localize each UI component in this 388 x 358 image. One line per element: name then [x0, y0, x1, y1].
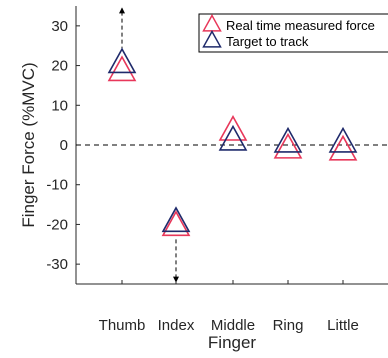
x-tick-label: Middle [211, 317, 255, 334]
legend-box [198, 13, 388, 53]
y-axis-title: Finger Force (%MVC) [19, 62, 38, 227]
marker-target-middle [218, 124, 248, 151]
legend-label: Target to track [226, 34, 309, 49]
marker-target-little [328, 126, 358, 153]
y-tick-label: -30 [46, 256, 68, 273]
y-tick-label: -20 [46, 216, 68, 233]
marker-measured-ring [273, 132, 303, 159]
legend-label: Real time measured force [226, 18, 375, 33]
x-tick-label: Thumb [99, 317, 146, 334]
legend-marker [202, 29, 222, 48]
chart-marks [76, 7, 388, 283]
y-tick-label: 10 [51, 97, 68, 114]
x-axis-title: Finger [208, 333, 257, 352]
marker-measured-thumb [107, 55, 137, 82]
y-tick-label: 20 [51, 58, 68, 75]
marker-target-ring [273, 126, 303, 153]
axes: -30 -20 -10 0 10 20 30 Thumb Index Middle Ring Litt… [46, 6, 388, 334]
x-tick-label: Index [158, 317, 195, 334]
marker-measured-index [161, 210, 191, 237]
x-tick-label: Ring [273, 317, 304, 334]
y-tick-label: 30 [51, 18, 68, 35]
x-tick-label: Little [327, 317, 359, 334]
marker-target-index [161, 206, 191, 233]
marker-measured-middle [218, 114, 248, 141]
y-tick-label: -10 [46, 177, 68, 194]
y-tick-label: 0 [60, 137, 68, 154]
marker-measured-little [328, 134, 358, 161]
marker-target-thumb [107, 47, 137, 74]
